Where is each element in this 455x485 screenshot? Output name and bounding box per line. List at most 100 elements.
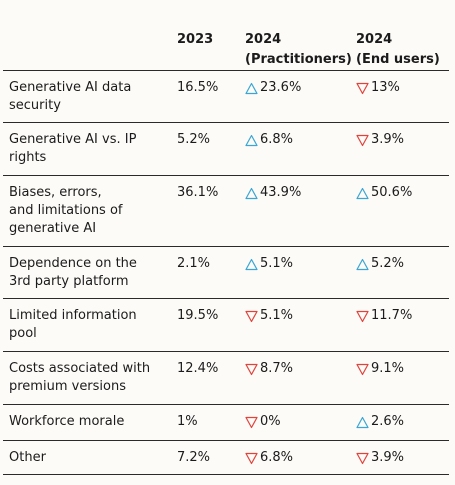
triangle-down-icon [356, 82, 369, 95]
triangle-down-icon [356, 452, 369, 465]
table-row: Biases, errors, and limitations of gener… [3, 175, 449, 247]
value-2024-end-users-cell: 3.9% [356, 122, 449, 176]
value-2024-practitioners-cell: 8.7% [245, 351, 356, 405]
triangle-down-icon [245, 310, 258, 323]
triangle-up-icon [245, 134, 258, 147]
triangle-up-icon [245, 82, 258, 95]
row-label-cell: Costs associated with premium versions [3, 351, 177, 405]
row-label-cell: Generative AI data security [3, 70, 177, 123]
trend-value: 50.6% [356, 184, 412, 202]
value-2024-end-users-cell: 50.6% [356, 175, 449, 247]
table-row: Generative AI data security 16.5% 23.6% 13% [3, 70, 449, 123]
trend-value: 2.6% [356, 413, 404, 431]
triangle-down-icon [245, 452, 258, 465]
header-2024-end-users: 2024 (End users) [356, 0, 449, 71]
value-2023-cell: 7.2% [177, 440, 245, 475]
value-2023-cell: 1% [177, 404, 245, 441]
triangle-down-icon [356, 134, 369, 147]
value-2024-end-users: 3.9% [371, 132, 405, 147]
trend-value: 43.9% [245, 184, 301, 202]
value-2024-end-users-cell: 9.1% [356, 351, 449, 405]
value-2024-end-users-cell: 2.6% [356, 404, 449, 441]
triangle-down-icon [245, 416, 258, 429]
value-2024-practitioners-cell: 5.1% [245, 246, 356, 299]
triangle-up-icon [245, 187, 258, 200]
header-end-users-line1: 2024 [356, 32, 393, 47]
triangle-up-icon [245, 258, 258, 271]
value-2023-cell: 36.1% [177, 175, 245, 247]
value-2024-end-users: 13% [371, 80, 400, 95]
row-label: Limited information pool [9, 308, 137, 341]
trend-value: 5.1% [245, 255, 293, 273]
comparison-table: 2023 2024 (Practitioners) 2024 (End user… [3, 0, 449, 475]
value-2023: 2.1% [177, 256, 211, 271]
value-2024-end-users: 5.2% [371, 256, 405, 271]
trend-value: 3.9% [356, 131, 404, 149]
row-label-cell: Dependence on the 3rd party platform [3, 246, 177, 299]
value-2023: 1% [177, 414, 198, 429]
value-2024-practitioners: 5.1% [260, 256, 294, 271]
triangle-down-icon [356, 310, 369, 323]
value-2024-end-users-cell: 13% [356, 70, 449, 123]
triangle-up-icon [356, 258, 369, 271]
value-2024-practitioners-cell: 43.9% [245, 175, 356, 247]
triangle-up-icon [356, 187, 369, 200]
value-2024-practitioners-cell: 23.6% [245, 70, 356, 123]
value-2024-practitioners: 6.8% [260, 450, 294, 465]
table-row: Limited information pool 19.5% 5.1% 11.7% [3, 298, 449, 352]
triangle-up-icon [356, 416, 369, 429]
row-label-cell: Other [3, 440, 177, 475]
row-label-cell: Workforce morale [3, 404, 177, 441]
value-2024-end-users-cell: 11.7% [356, 298, 449, 352]
value-2024-practitioners: 8.7% [260, 361, 294, 376]
trend-value: 5.2% [356, 255, 404, 273]
row-label: Generative AI vs. IP rights [9, 132, 137, 165]
value-2023: 19.5% [177, 308, 219, 323]
value-2024-end-users: 50.6% [371, 185, 413, 200]
value-2024-end-users: 11.7% [371, 308, 413, 323]
value-2024-practitioners-cell: 6.8% [245, 440, 356, 475]
value-2023-cell: 2.1% [177, 246, 245, 299]
trend-value: 8.7% [245, 360, 293, 378]
header-practitioners-line2: (Practitioners) [245, 52, 352, 67]
row-label: Dependence on the 3rd party platform [9, 256, 137, 289]
value-2024-practitioners: 0% [260, 414, 281, 429]
value-2023: 36.1% [177, 185, 219, 200]
header-2023: 2023 [177, 0, 245, 71]
table-row: Other 7.2% 6.8% 3.9% [3, 440, 449, 475]
value-2023-cell: 5.2% [177, 122, 245, 176]
trend-value: 0% [245, 413, 281, 431]
header-end-users-line2: (End users) [356, 52, 440, 67]
table-row: Workforce morale 1% 0% 2.6% [3, 404, 449, 441]
value-2024-practitioners-cell: 6.8% [245, 122, 356, 176]
header-2024-practitioners: 2024 (Practitioners) [245, 0, 356, 71]
triangle-down-icon [356, 363, 369, 376]
row-label-cell: Generative AI vs. IP rights [3, 122, 177, 176]
value-2024-practitioners: 6.8% [260, 132, 294, 147]
value-2024-end-users-cell: 3.9% [356, 440, 449, 475]
value-2024-end-users: 2.6% [371, 414, 405, 429]
trend-value: 13% [356, 79, 400, 97]
table-row: Costs associated with premium versions 12… [3, 351, 449, 405]
header-practitioners-line1: 2024 [245, 32, 282, 47]
row-label-cell: Biases, errors, and limitations of gener… [3, 175, 177, 247]
row-label: Costs associated with premium versions [9, 361, 151, 394]
trend-value: 9.1% [356, 360, 404, 378]
value-2023-cell: 16.5% [177, 70, 245, 123]
value-2023: 7.2% [177, 450, 211, 465]
row-label: Biases, errors, and limitations of gener… [9, 185, 123, 236]
trend-value: 6.8% [245, 131, 293, 149]
value-2024-practitioners-cell: 5.1% [245, 298, 356, 352]
value-2024-practitioners-cell: 0% [245, 404, 356, 441]
value-2023-cell: 19.5% [177, 298, 245, 352]
table-row: Generative AI vs. IP rights 5.2% 6.8% 3.9% [3, 122, 449, 176]
row-label: Other [9, 450, 46, 465]
row-label: Workforce morale [9, 414, 125, 429]
table-body: Generative AI data security 16.5% 23.6% 13%… [3, 70, 449, 475]
trend-value: 3.9% [356, 449, 404, 467]
trend-value: 6.8% [245, 449, 293, 467]
row-label-cell: Limited information pool [3, 298, 177, 352]
row-label: Generative AI data security [9, 80, 132, 113]
value-2024-end-users: 9.1% [371, 361, 405, 376]
value-2024-end-users-cell: 5.2% [356, 246, 449, 299]
